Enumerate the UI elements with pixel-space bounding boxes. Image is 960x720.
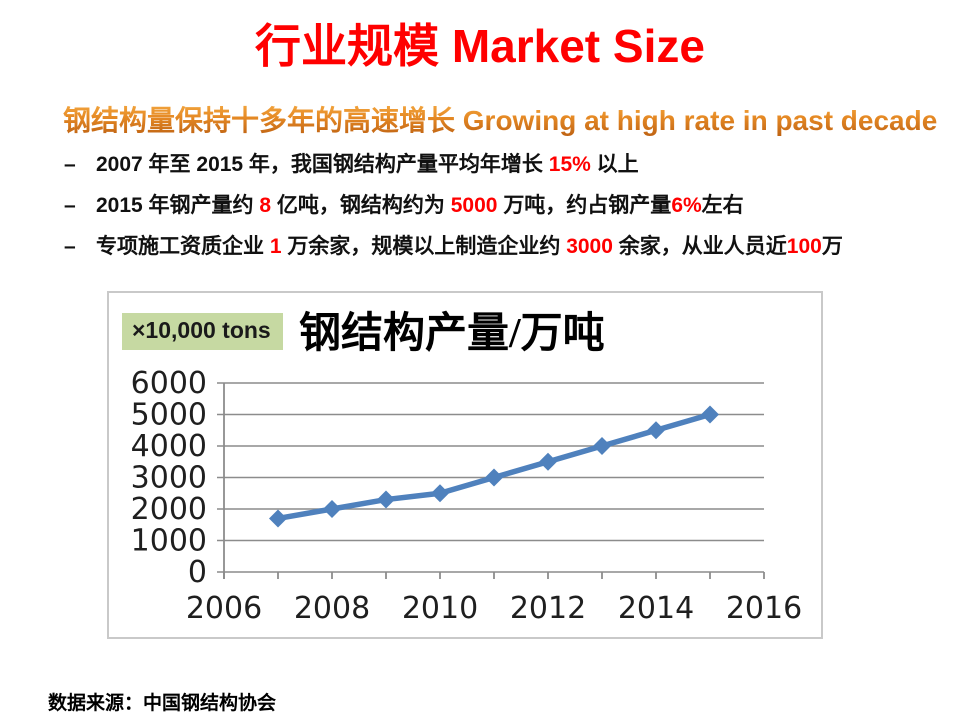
svg-text:0: 0: [188, 555, 207, 590]
bullet-dash: –: [64, 235, 76, 258]
chart-title: 钢结构产量/万吨: [299, 311, 605, 357]
bullet-text: 2007 年至 2015 年，我国钢结构产量平均年增长 15% 以上: [96, 153, 639, 176]
slide-subtitle: 钢结构量保持十多年的高速增长 Growing at high rate in p…: [63, 99, 937, 139]
svg-text:2014: 2014: [618, 591, 694, 626]
svg-text:2008: 2008: [294, 591, 370, 626]
svg-text:6000: 6000: [131, 366, 207, 401]
svg-text:1000: 1000: [131, 524, 207, 559]
svg-text:2016: 2016: [726, 591, 802, 626]
slide-title: 行业规模 Market Size: [255, 20, 705, 72]
bullet-text: 2015 年钢产量约 8 亿吨，钢结构约为 5000 万吨，约占钢产量6%左右: [96, 194, 744, 217]
unit-label-box: ×10,000 tons: [122, 313, 283, 350]
svg-text:2012: 2012: [510, 591, 586, 626]
bullet-list: –2007 年至 2015 年，我国钢结构产量平均年增长 15% 以上 –2015…: [64, 150, 924, 273]
svg-text:2010: 2010: [402, 591, 478, 626]
data-source-note: 数据来源：中国钢结构协会: [48, 693, 277, 714]
svg-text:2006: 2006: [186, 591, 262, 626]
svg-text:2000: 2000: [131, 492, 207, 527]
svg-text:5000: 5000: [131, 398, 207, 433]
svg-text:3000: 3000: [131, 461, 207, 496]
bullet-item-3: – 专项施工资质企业 1 万余家，规模以上制造企业约 3000 余家，从业人员近1…: [64, 232, 924, 273]
bullet-dash: –: [64, 194, 76, 217]
production-chart: 0 1000 2000 3000 4000 5000 6000 2006 2008 2010 201…: [107, 291, 823, 639]
bullet-dash: –: [64, 153, 76, 176]
bullet-text: 专项施工资质企业 1 万余家，规模以上制造企业约 3000 余家，从业人员近10…: [96, 235, 843, 258]
bullet-item-2: –2015 年钢产量约 8 亿吨，钢结构约为 5000 万吨，约占钢产量6%左右: [64, 191, 924, 232]
bullet-item-1: –2007 年至 2015 年，我国钢结构产量平均年增长 15% 以上: [64, 150, 924, 191]
svg-text:4000: 4000: [131, 429, 207, 464]
